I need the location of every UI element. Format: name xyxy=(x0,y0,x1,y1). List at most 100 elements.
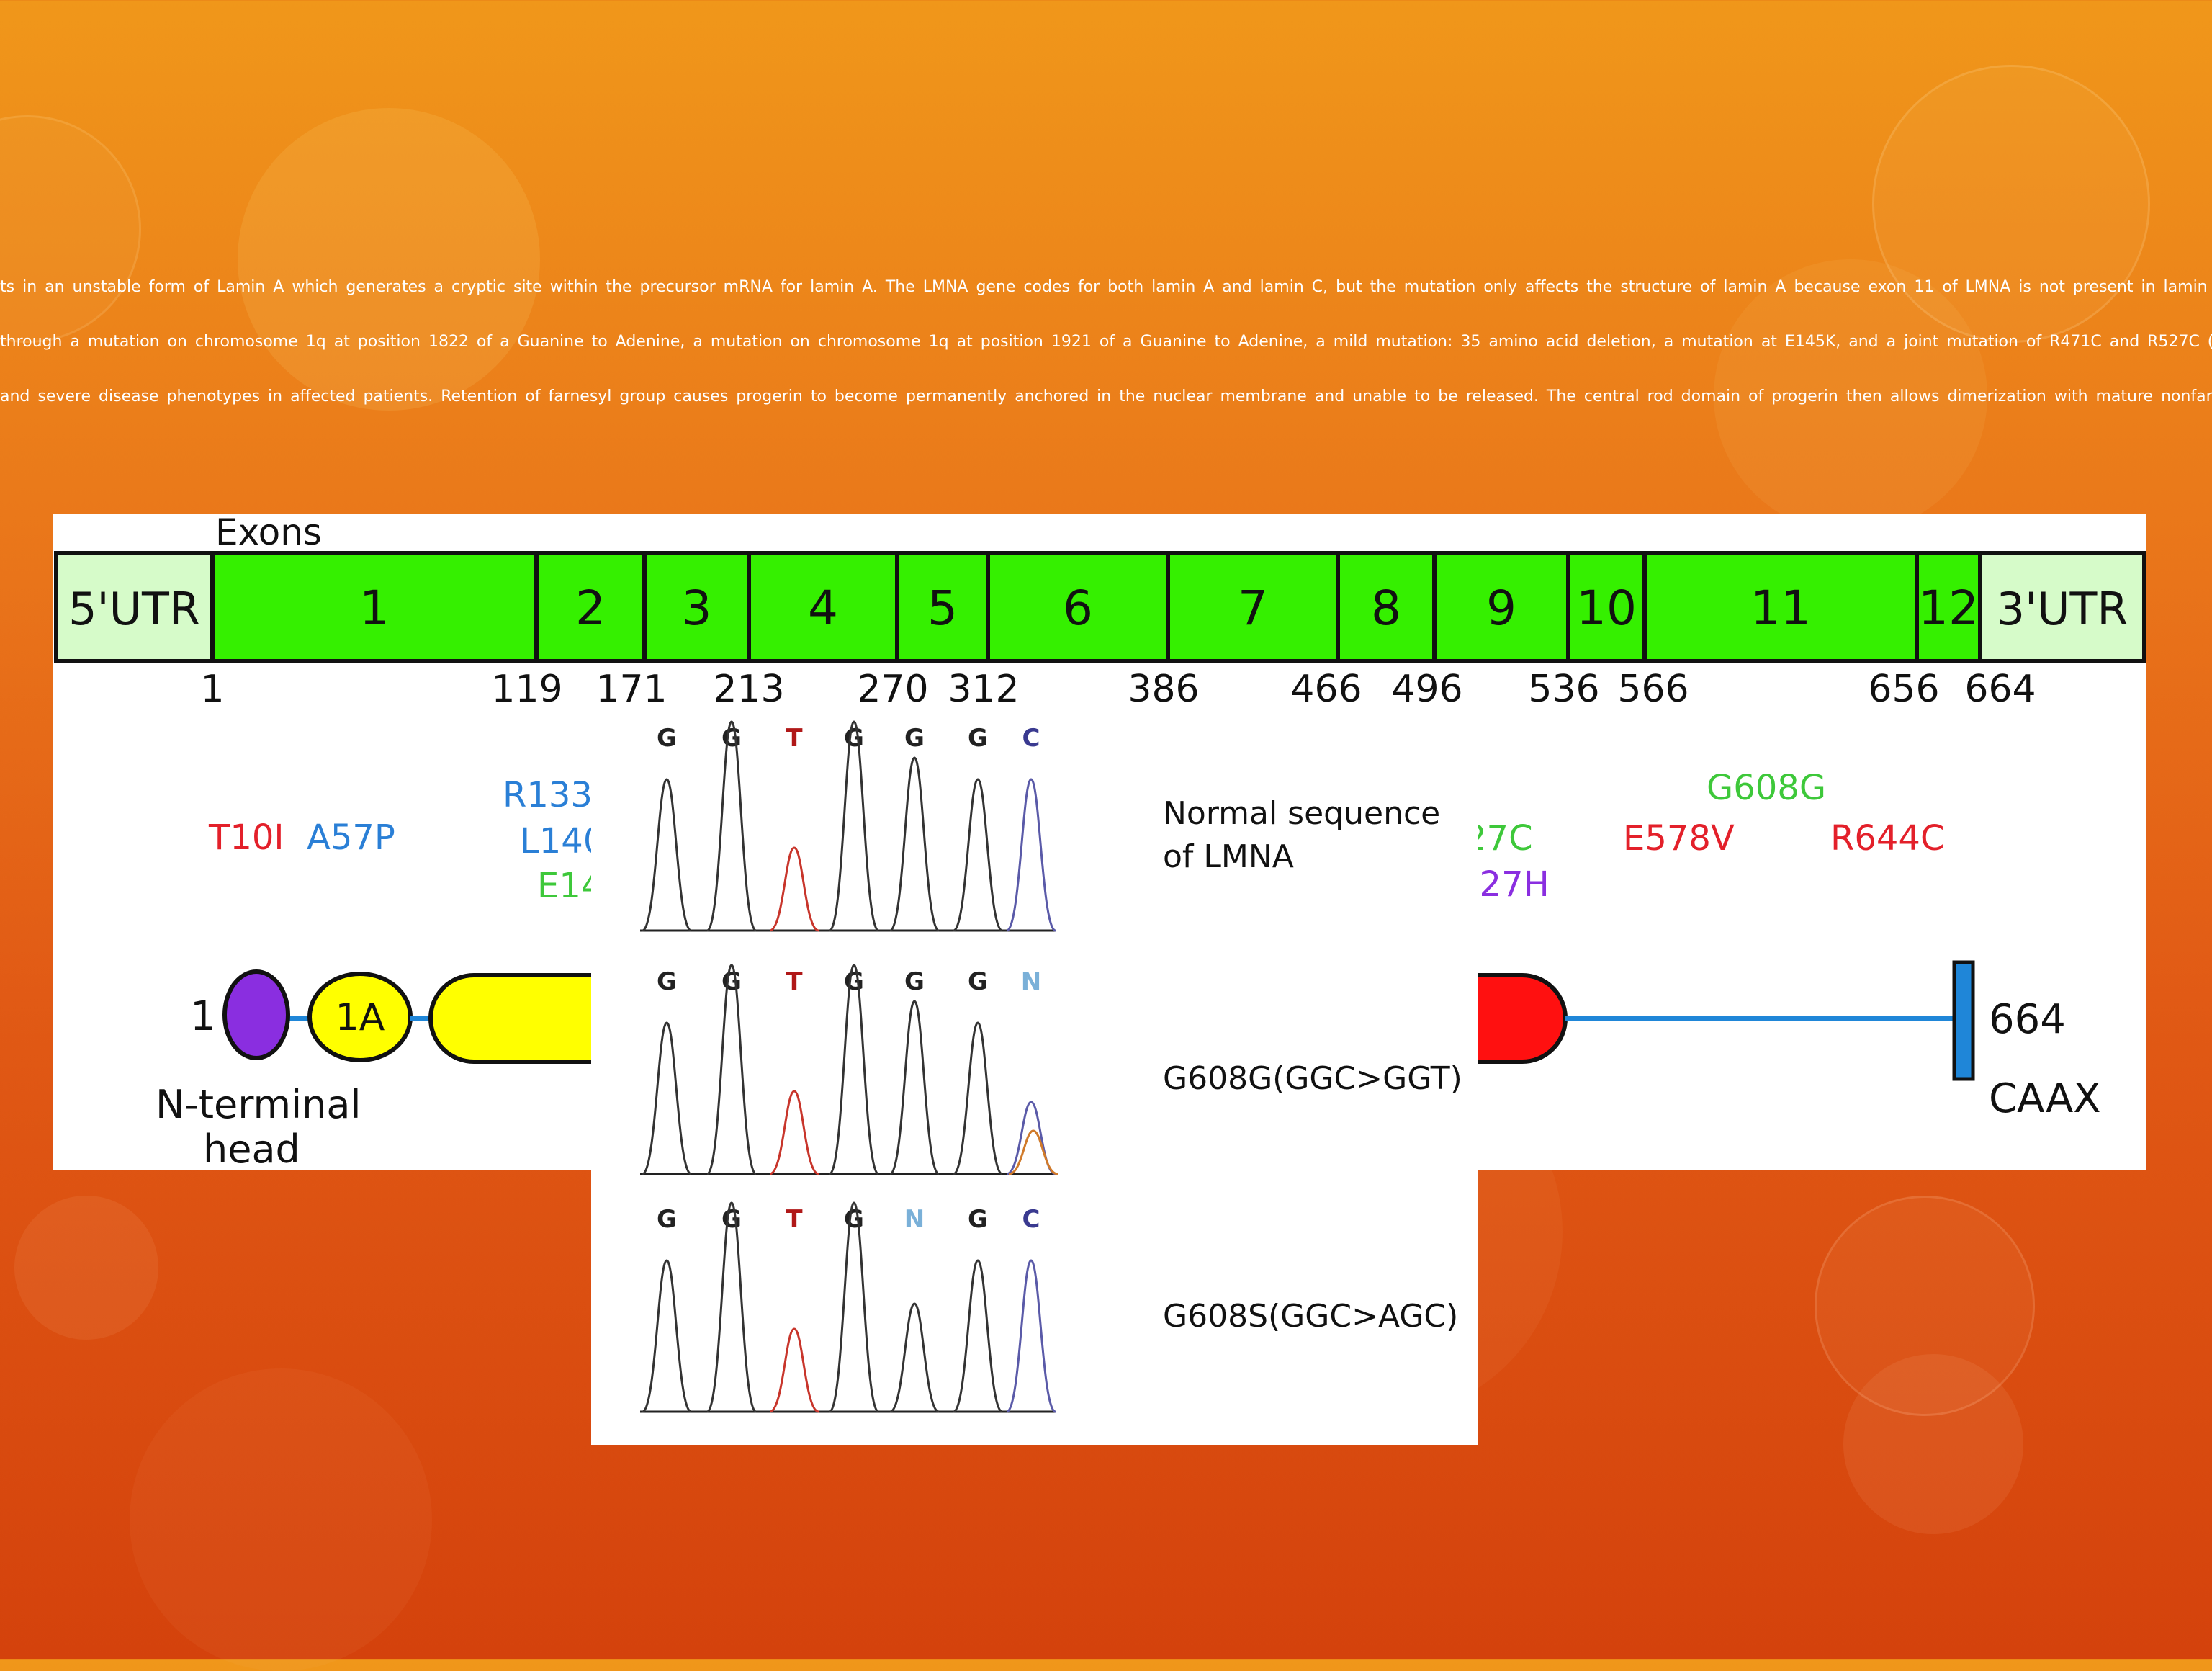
exon-number: 12 xyxy=(1918,581,1979,636)
exon-map-svg: Exons 5'UTR 1 2 3 4 5 6 7 8 9 10 11 12 3'UTR 1 119 171 2… xyxy=(54,514,2146,1170)
exon-segment xyxy=(642,551,751,663)
bokeh-circle xyxy=(1843,1354,2023,1534)
trace-peak xyxy=(953,778,1003,932)
lmna-gene-exon-map: Exons 5'UTR 1 2 3 4 5 6 7 8 9 10 11 12 3'UTR 1 119 171 2… xyxy=(53,514,2146,1170)
trace-peak xyxy=(953,1259,1003,1413)
n-terminal-label: N-terminal xyxy=(156,1082,361,1127)
body-text-line-2: through a mutation on chromosome 1q at p… xyxy=(0,333,2212,351)
sequence-panel-label: G608G(GGC>GGT) xyxy=(1163,1060,1462,1097)
bokeh-circle xyxy=(1815,1196,2035,1416)
mutation-label: R644C xyxy=(1830,818,1944,859)
exon-number: 1 xyxy=(359,581,390,636)
exon-position-label: 566 xyxy=(1617,668,1689,711)
trace-peak xyxy=(642,1259,692,1413)
trace-peak xyxy=(828,964,880,1175)
trace-peak xyxy=(706,964,757,1175)
exon-position-label: 171 xyxy=(595,668,667,711)
trace-peak xyxy=(1006,778,1056,932)
exon-position-label: 656 xyxy=(1868,668,1939,711)
body-text-line-3: and severe disease phenotypes in affecte… xyxy=(0,387,2212,406)
chromatogram-svg: G G T G G G C Normal sequence of LMNA G G T G G G N G608… xyxy=(640,720,1462,1413)
trace-peak xyxy=(769,846,819,932)
protein-end-label: 664 xyxy=(1989,996,2066,1043)
exon-number: 11 xyxy=(1750,581,1811,636)
trace-peak xyxy=(706,1201,757,1413)
exon-position-label: 466 xyxy=(1290,668,1362,711)
sequencing-chromatogram-figure: G G T G G G C Normal sequence of LMNA G G T G G G N G608… xyxy=(591,707,1478,1445)
mutation-label: G608G xyxy=(1707,768,1826,808)
base-call-letter: G xyxy=(844,724,864,753)
chromatogram-panel: G G T G N G C G608S(GGC>AGC) xyxy=(640,1201,1458,1413)
base-call-letter: C xyxy=(1022,1205,1040,1234)
base-call-letter: G xyxy=(657,967,677,996)
exon-position-label: 270 xyxy=(857,668,928,711)
exon-number: 8 xyxy=(1371,581,1401,636)
sequence-panel-label: of LMNA xyxy=(1163,838,1294,875)
trace-peak xyxy=(828,1201,880,1413)
base-call-letter: G xyxy=(844,967,864,996)
sequence-panel-label: G608S(GGC>AGC) xyxy=(1163,1298,1458,1335)
exon-segment xyxy=(1432,551,1570,663)
utr-label: 3'UTR xyxy=(1997,583,2128,635)
exon-number: 6 xyxy=(1063,581,1093,636)
exon-positions: 1 119 171 213 270 312 386 466 496 536 566 656 664 xyxy=(200,668,2036,711)
exon-number: 3 xyxy=(682,581,712,636)
exon-number: 5 xyxy=(927,581,958,636)
bokeh-circle xyxy=(14,1196,158,1340)
exon-position-label: 312 xyxy=(948,668,1019,711)
chromatogram-panel: G G T G G G C Normal sequence of LMNA xyxy=(640,720,1440,932)
base-call-letter: G xyxy=(904,724,925,753)
caax-label: CAAX xyxy=(1989,1075,2101,1122)
base-call-letter: T xyxy=(786,724,803,753)
caax-motif-marker xyxy=(1952,960,1975,1081)
chromatogram-panel: G G T G G G N G608G(GGC>GGT) xyxy=(640,964,1462,1175)
trace-peak xyxy=(889,1000,940,1175)
base-call-letter: G xyxy=(968,967,988,996)
body-text-line-1: ts in an unstable form of Lamin A which … xyxy=(0,278,2212,296)
utr-segment xyxy=(1978,551,2146,663)
exon-position-label: 213 xyxy=(713,668,784,711)
exon-segment xyxy=(1915,551,1982,663)
exon-number: 9 xyxy=(1486,581,1516,636)
mutation-label: A57P xyxy=(307,817,395,858)
base-call-letter: N xyxy=(1021,967,1041,996)
protein-start-label: 1 xyxy=(190,993,216,1040)
base-call-letter: G xyxy=(721,1205,742,1234)
exon-position-label: 664 xyxy=(1964,668,2036,711)
trace-peak xyxy=(889,1302,940,1413)
trace-peak xyxy=(1006,1259,1056,1413)
exon-number: 2 xyxy=(575,581,606,636)
base-call-letter: G xyxy=(844,1205,864,1234)
exon-position-label: 536 xyxy=(1528,668,1599,711)
exon-position-label: 386 xyxy=(1128,668,1199,711)
exon-number: 10 xyxy=(1576,581,1637,636)
base-call-letter: C xyxy=(1022,724,1040,753)
trace-peak xyxy=(828,720,880,932)
trace-peak xyxy=(642,778,692,932)
trace-peak xyxy=(706,720,757,932)
base-call-letter: G xyxy=(721,724,742,753)
base-call-letter: T xyxy=(786,1205,803,1234)
base-call-letter: G xyxy=(721,967,742,996)
mutation-label: E578V xyxy=(1623,818,1735,859)
bokeh-circle xyxy=(1872,65,2150,343)
base-call-letter: G xyxy=(968,1205,988,1234)
trace-peak xyxy=(769,1090,819,1175)
head-label: head xyxy=(203,1126,300,1170)
bokeh-circle xyxy=(130,1368,432,1671)
n-terminal-head-domain xyxy=(222,969,290,1060)
exon-segment xyxy=(1336,551,1437,663)
base-call-letter: T xyxy=(786,967,803,996)
base-call-letter: G xyxy=(657,1205,677,1234)
mutation-label: T10I xyxy=(208,817,284,858)
trace-peak xyxy=(642,1021,692,1175)
trace-peak xyxy=(769,1327,819,1413)
base-call-letter: G xyxy=(657,724,677,753)
trace-peak xyxy=(953,1021,1003,1175)
sequence-panel-label: Normal sequence xyxy=(1163,795,1440,832)
exon-number: 4 xyxy=(808,581,838,636)
exon-bar: 5'UTR 1 2 3 4 5 6 7 8 9 10 11 12 3'UTR xyxy=(54,551,2146,663)
trace-peak xyxy=(1008,1129,1058,1175)
base-call-letter: G xyxy=(968,724,988,753)
trace-peak xyxy=(889,756,940,932)
